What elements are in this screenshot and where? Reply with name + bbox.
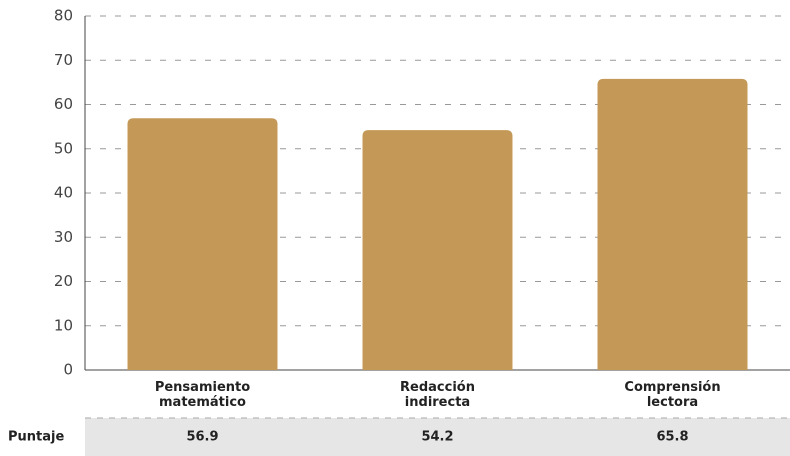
x-tick-label: Pensamiento matemático <box>155 380 250 410</box>
y-tick-label: 70 <box>54 51 73 69</box>
bar <box>127 118 278 370</box>
y-tick-label: 50 <box>54 139 73 157</box>
table-cell: 65.8 <box>656 430 688 445</box>
x-tick-label: Comprensión lectora <box>624 380 720 410</box>
table-row-background <box>85 418 790 456</box>
y-tick-label: 40 <box>54 184 73 202</box>
bar <box>597 78 748 371</box>
y-tick-label: 60 <box>54 95 73 113</box>
y-tick-label: 20 <box>54 272 73 290</box>
table-cell: 54.2 <box>421 430 453 445</box>
bar <box>362 130 513 370</box>
y-tick-label: 30 <box>54 228 73 246</box>
y-tick-label: 10 <box>54 316 73 334</box>
table-cell: 56.9 <box>186 430 218 445</box>
x-tick-label: Redacción indirecta <box>400 380 475 410</box>
y-tick-label: 80 <box>54 7 73 25</box>
y-tick-label: 0 <box>63 361 73 379</box>
table-row-label: Puntaje <box>8 430 64 445</box>
